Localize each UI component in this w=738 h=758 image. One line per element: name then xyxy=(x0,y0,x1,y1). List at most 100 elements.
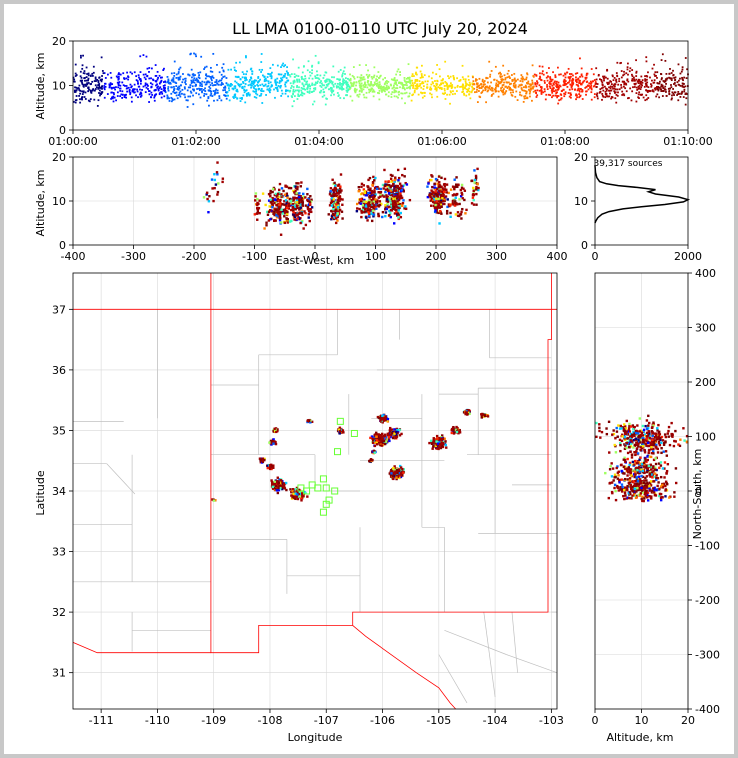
data-point xyxy=(635,71,638,74)
data-point xyxy=(447,191,450,195)
data-point xyxy=(535,96,538,98)
data-point xyxy=(555,83,558,86)
data-point xyxy=(590,68,593,70)
data-point xyxy=(279,86,282,89)
data-point xyxy=(296,98,299,100)
data-point xyxy=(564,76,567,79)
data-point xyxy=(101,91,103,94)
data-point xyxy=(684,85,687,88)
data-point xyxy=(154,64,157,66)
data-point xyxy=(478,86,481,89)
data-point xyxy=(306,495,309,498)
data-point xyxy=(295,192,298,195)
data-point xyxy=(286,219,290,222)
data-point xyxy=(283,203,286,206)
data-point xyxy=(316,80,319,83)
data-point xyxy=(463,93,466,96)
data-point xyxy=(269,192,272,195)
data-point xyxy=(176,88,179,91)
data-point xyxy=(301,87,304,90)
data-point xyxy=(411,82,414,84)
data-point xyxy=(298,490,301,494)
data-point xyxy=(564,73,567,76)
data-point xyxy=(273,188,276,191)
data-point xyxy=(513,86,516,89)
data-point xyxy=(167,79,170,82)
data-point xyxy=(522,77,525,80)
data-point xyxy=(549,94,552,97)
y-tick-label: 33 xyxy=(52,546,66,559)
data-point xyxy=(358,201,361,204)
data-point xyxy=(391,184,394,187)
data-point xyxy=(225,97,228,100)
data-point xyxy=(357,185,361,189)
data-point xyxy=(156,70,159,73)
data-point xyxy=(415,87,418,90)
data-point xyxy=(373,189,376,192)
data-point xyxy=(233,66,236,69)
data-point xyxy=(686,68,688,71)
data-point xyxy=(299,198,302,201)
data-point xyxy=(495,85,498,88)
data-point xyxy=(293,90,296,93)
data-point xyxy=(606,83,609,86)
data-point xyxy=(665,91,667,93)
data-point xyxy=(251,70,254,73)
data-point xyxy=(465,88,468,91)
data-point xyxy=(315,77,318,79)
data-point xyxy=(474,79,477,82)
data-point xyxy=(331,188,335,192)
data-point xyxy=(197,81,200,83)
data-point xyxy=(341,217,344,220)
data-point xyxy=(364,205,368,208)
data-point xyxy=(472,82,475,85)
data-point xyxy=(313,83,316,86)
data-point xyxy=(103,88,106,91)
data-point xyxy=(79,92,82,95)
data-point xyxy=(396,193,399,196)
data-point xyxy=(397,216,400,219)
data-point xyxy=(276,64,279,67)
data-point xyxy=(284,85,287,88)
data-point xyxy=(238,85,241,88)
data-point xyxy=(470,202,474,205)
data-point xyxy=(393,465,396,468)
data-point xyxy=(507,69,510,72)
data-point xyxy=(364,86,367,88)
data-point xyxy=(386,195,390,198)
data-point xyxy=(273,440,276,443)
data-point xyxy=(300,499,303,502)
data-point xyxy=(304,75,307,77)
data-point xyxy=(73,89,76,92)
data-point xyxy=(295,495,298,498)
data-point xyxy=(279,201,282,205)
data-point xyxy=(468,93,471,96)
data-point xyxy=(378,203,381,207)
data-point xyxy=(610,83,613,86)
data-point xyxy=(295,212,299,215)
data-point xyxy=(197,79,200,82)
data-point xyxy=(580,82,583,85)
data-point xyxy=(472,189,475,193)
data-point xyxy=(506,72,509,75)
data-point xyxy=(377,196,380,199)
data-point xyxy=(356,207,359,210)
data-point xyxy=(147,84,149,87)
data-point xyxy=(384,188,388,191)
data-point xyxy=(331,212,335,216)
data-point xyxy=(481,80,484,83)
data-point xyxy=(393,207,396,210)
data-point xyxy=(295,201,299,204)
y-tick-label: 37 xyxy=(52,303,66,316)
data-point xyxy=(289,200,292,203)
data-point xyxy=(370,435,374,438)
data-point xyxy=(397,198,401,202)
data-point xyxy=(187,73,190,76)
data-point xyxy=(567,81,570,84)
data-point xyxy=(574,88,576,91)
data-point xyxy=(374,203,378,207)
data-point xyxy=(536,80,538,83)
data-point xyxy=(645,83,648,85)
data-point xyxy=(431,200,435,204)
data-point xyxy=(389,215,392,219)
